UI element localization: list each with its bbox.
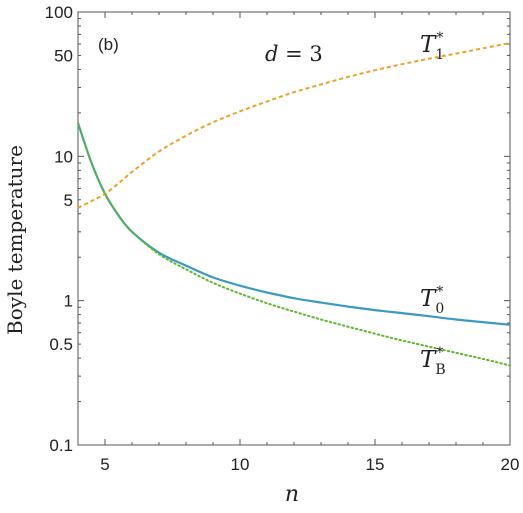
dimension-annotation: d = 3 [265, 42, 323, 66]
y-tick-label: 5 [64, 191, 73, 210]
y-tick-label: 1 [64, 292, 73, 311]
y-axis-label: Boyle temperature [3, 145, 27, 335]
x-axis-label: n [285, 482, 299, 507]
y-tick-label: 0.5 [49, 335, 73, 354]
series-line-t1 [77, 42, 511, 209]
series-label-t0: T* 0 [420, 284, 444, 317]
dimension-variable: d [265, 42, 278, 66]
panel-tag: (b) [98, 35, 119, 54]
curves [76, 42, 511, 367]
x-tick-label: 10 [231, 455, 250, 474]
series-label-tb: T* B [420, 345, 446, 378]
series-line-t0 [76, 122, 511, 326]
y-tick-label: 10 [54, 147, 73, 166]
y-tick-label: 50 [54, 46, 73, 65]
plot-area [77, 11, 511, 446]
y-tick-label: 0.1 [49, 436, 73, 455]
x-tick-label: 15 [366, 455, 385, 474]
y-tick-label: 100 [45, 3, 73, 22]
x-tick-label: 5 [100, 455, 109, 474]
x-tick-label: 20 [501, 455, 520, 474]
plot-frame [77, 11, 511, 446]
series-line-tb [77, 122, 511, 367]
dimension-value: = 3 [278, 42, 322, 66]
series-label-t1: T* 1 [420, 30, 444, 63]
